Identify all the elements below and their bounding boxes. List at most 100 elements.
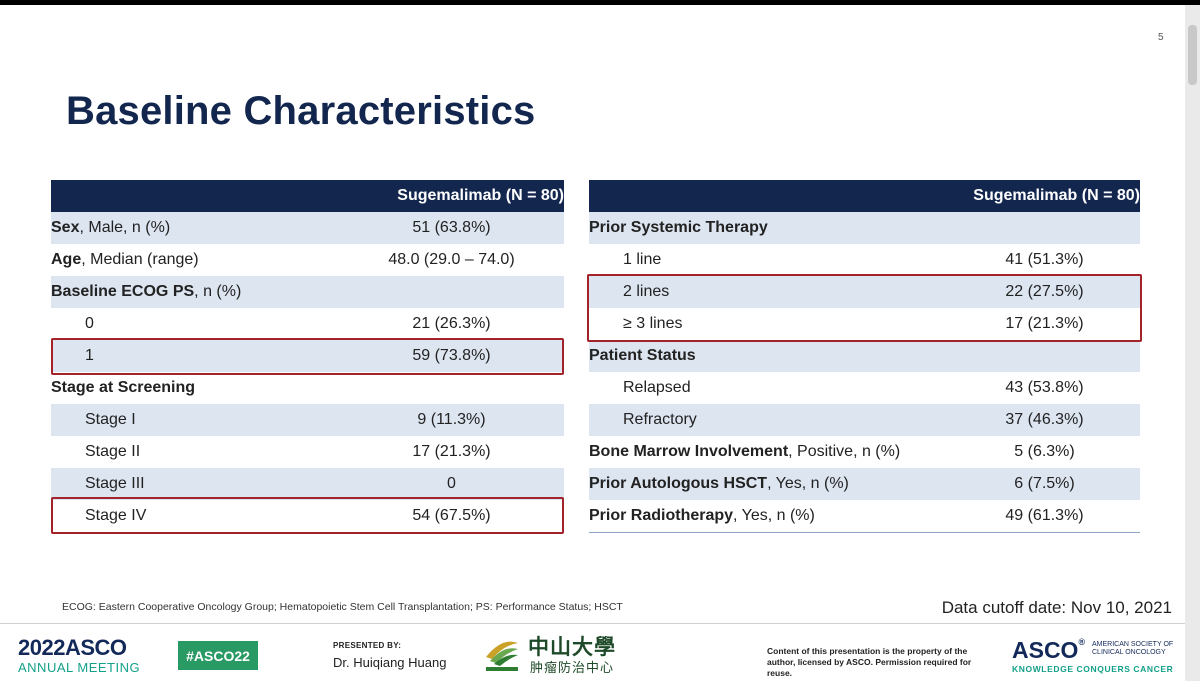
row-label-text: ≥ 3 lines bbox=[623, 315, 683, 332]
hashtag-badge: #ASCO22 bbox=[178, 641, 258, 670]
row-label-text: Stage IV bbox=[85, 507, 147, 524]
header-sugemalimab: Sugemalimab (N = 80) bbox=[949, 180, 1140, 212]
row-label-bold: Bone Marrow Involvement bbox=[589, 443, 789, 460]
row-label: Stage at Screening bbox=[51, 372, 339, 404]
scrollbar-thumb[interactable] bbox=[1188, 25, 1197, 85]
row-label: Stage I bbox=[51, 404, 339, 436]
vertical-scrollbar[interactable] bbox=[1185, 5, 1200, 681]
row-label: Stage III bbox=[51, 468, 339, 500]
slide: 5 Baseline Characteristics Sugemalimab (… bbox=[0, 5, 1185, 681]
header-blank bbox=[589, 180, 949, 212]
table-row: 1 59 (73.8%) bbox=[51, 340, 564, 372]
row-value: 51 (63.8%) bbox=[339, 212, 564, 244]
table-row: 1 line 41 (51.3%) bbox=[589, 244, 1140, 276]
row-value: 59 (73.8%) bbox=[339, 340, 564, 372]
meeting-name: ANNUAL MEETING bbox=[18, 660, 141, 675]
meeting-year: 2022 bbox=[18, 635, 65, 660]
table-row: Stage at Screening bbox=[51, 372, 564, 404]
row-label-text: , Yes, n (%) bbox=[767, 475, 849, 492]
presenter-name: Dr. Huiqiang Huang bbox=[333, 655, 447, 670]
row-label-text: , Male, n (%) bbox=[79, 219, 171, 236]
row-value: 5 (6.3%) bbox=[949, 436, 1140, 468]
row-value: 17 (21.3%) bbox=[949, 308, 1140, 340]
row-label-text: 0 bbox=[85, 315, 94, 332]
row-value: 17 (21.3%) bbox=[339, 436, 564, 468]
presented-by-label: PRESENTED BY: bbox=[333, 641, 402, 650]
table-row: Baseline ECOG PS, n (%) bbox=[51, 276, 564, 308]
row-label-text: , Median (range) bbox=[81, 251, 199, 268]
row-label-text: 1 line bbox=[623, 251, 662, 268]
header-sugemalimab: Sugemalimab (N = 80) bbox=[339, 180, 564, 212]
row-label: Stage II bbox=[51, 436, 339, 468]
table-row: Prior Radiotherapy, Yes, n (%) 49 (61.3%) bbox=[589, 500, 1140, 533]
row-value: 41 (51.3%) bbox=[949, 244, 1140, 276]
asco-tagline: KNOWLEDGE CONQUERS CANCER bbox=[1012, 664, 1174, 674]
row-value: 0 bbox=[339, 468, 564, 500]
table-row: Bone Marrow Involvement, Positive, n (%)… bbox=[589, 436, 1140, 468]
meeting-org: ASCO bbox=[64, 635, 127, 660]
table-row: ≥ 3 lines 17 (21.3%) bbox=[589, 308, 1140, 340]
row-label-text: 1 bbox=[85, 347, 94, 364]
copyright-notice: Content of this presentation is the prop… bbox=[767, 646, 972, 678]
registered-icon: ® bbox=[1078, 637, 1086, 647]
row-value bbox=[949, 340, 1140, 372]
cancer-center-name-cn: 肿瘤防治中心 bbox=[530, 661, 615, 676]
asco-logo-text: ASCO bbox=[1012, 637, 1079, 663]
row-label: Relapsed bbox=[589, 372, 949, 404]
table-row: Relapsed 43 (53.8%) bbox=[589, 372, 1140, 404]
row-value: 6 (7.5%) bbox=[949, 468, 1140, 500]
row-label-text: Relapsed bbox=[623, 379, 691, 396]
asco-logo: ASCO® bbox=[1012, 637, 1085, 664]
table-row: Stage I 9 (11.3%) bbox=[51, 404, 564, 436]
table-header-row: Sugemalimab (N = 80) bbox=[589, 180, 1140, 212]
row-label-text: , Yes, n (%) bbox=[733, 507, 815, 524]
asco-meeting-logo: 2022ASCO bbox=[18, 635, 127, 661]
row-label: Age, Median (range) bbox=[51, 244, 339, 276]
row-label-bold: Prior Systemic Therapy bbox=[589, 219, 768, 236]
table-row: Stage IV 54 (67.5%) bbox=[51, 500, 564, 533]
row-label: Prior Systemic Therapy bbox=[589, 212, 949, 244]
table-row: 2 lines 22 (27.5%) bbox=[589, 276, 1140, 308]
row-label-text: Stage II bbox=[85, 443, 141, 460]
row-value: 48.0 (29.0 – 74.0) bbox=[339, 244, 564, 276]
row-value: 54 (67.5%) bbox=[339, 500, 564, 533]
table-row: Patient Status bbox=[589, 340, 1140, 372]
row-label-bold: Patient Status bbox=[589, 347, 696, 364]
table-row: Prior Autologous HSCT, Yes, n (%) 6 (7.5%… bbox=[589, 468, 1140, 500]
row-label-text: 2 lines bbox=[623, 283, 670, 300]
footnote: ECOG: Eastern Cooperative Oncology Group… bbox=[62, 601, 623, 613]
row-value: 43 (53.8%) bbox=[949, 372, 1140, 404]
table-row: Stage II 17 (21.3%) bbox=[51, 436, 564, 468]
row-value: 37 (46.3%) bbox=[949, 404, 1140, 436]
table-row: Sex, Male, n (%) 51 (63.8%) bbox=[51, 212, 564, 244]
row-label: Refractory bbox=[589, 404, 949, 436]
row-label: Prior Radiotherapy, Yes, n (%) bbox=[589, 500, 949, 533]
row-label-bold: Prior Autologous HSCT bbox=[589, 475, 768, 492]
row-label: Prior Autologous HSCT, Yes, n (%) bbox=[589, 468, 949, 500]
row-label-text: Refractory bbox=[623, 411, 697, 428]
header-blank bbox=[51, 180, 339, 212]
row-label-text: , Positive, n (%) bbox=[788, 443, 901, 460]
row-label: ≥ 3 lines bbox=[589, 308, 949, 340]
row-label-text: Stage I bbox=[85, 411, 136, 428]
row-label-bold: Stage at Screening bbox=[51, 379, 196, 396]
university-name-cn: 中山大學 bbox=[528, 634, 616, 659]
row-label: 1 line bbox=[589, 244, 949, 276]
row-label-text: Stage III bbox=[85, 475, 145, 492]
row-label: Sex, Male, n (%) bbox=[51, 212, 339, 244]
row-value bbox=[949, 212, 1140, 244]
row-value bbox=[339, 372, 564, 404]
table-row: 0 21 (26.3%) bbox=[51, 308, 564, 340]
row-label: Patient Status bbox=[589, 340, 949, 372]
asco-society-name: AMERICAN SOCIETY OF CLINICAL ONCOLOGY bbox=[1092, 641, 1174, 656]
data-cutoff-date: Data cutoff date: Nov 10, 2021 bbox=[941, 598, 1172, 617]
row-label-bold: Prior Radiotherapy bbox=[589, 507, 734, 524]
row-label-bold: Age bbox=[51, 251, 82, 268]
row-value: 9 (11.3%) bbox=[339, 404, 564, 436]
page-number: 5 bbox=[1158, 32, 1164, 43]
table-row: Stage III 0 bbox=[51, 468, 564, 500]
row-label: Bone Marrow Involvement, Positive, n (%) bbox=[589, 436, 949, 468]
table-row: Age, Median (range) 48.0 (29.0 – 74.0) bbox=[51, 244, 564, 276]
row-label: 0 bbox=[51, 308, 339, 340]
